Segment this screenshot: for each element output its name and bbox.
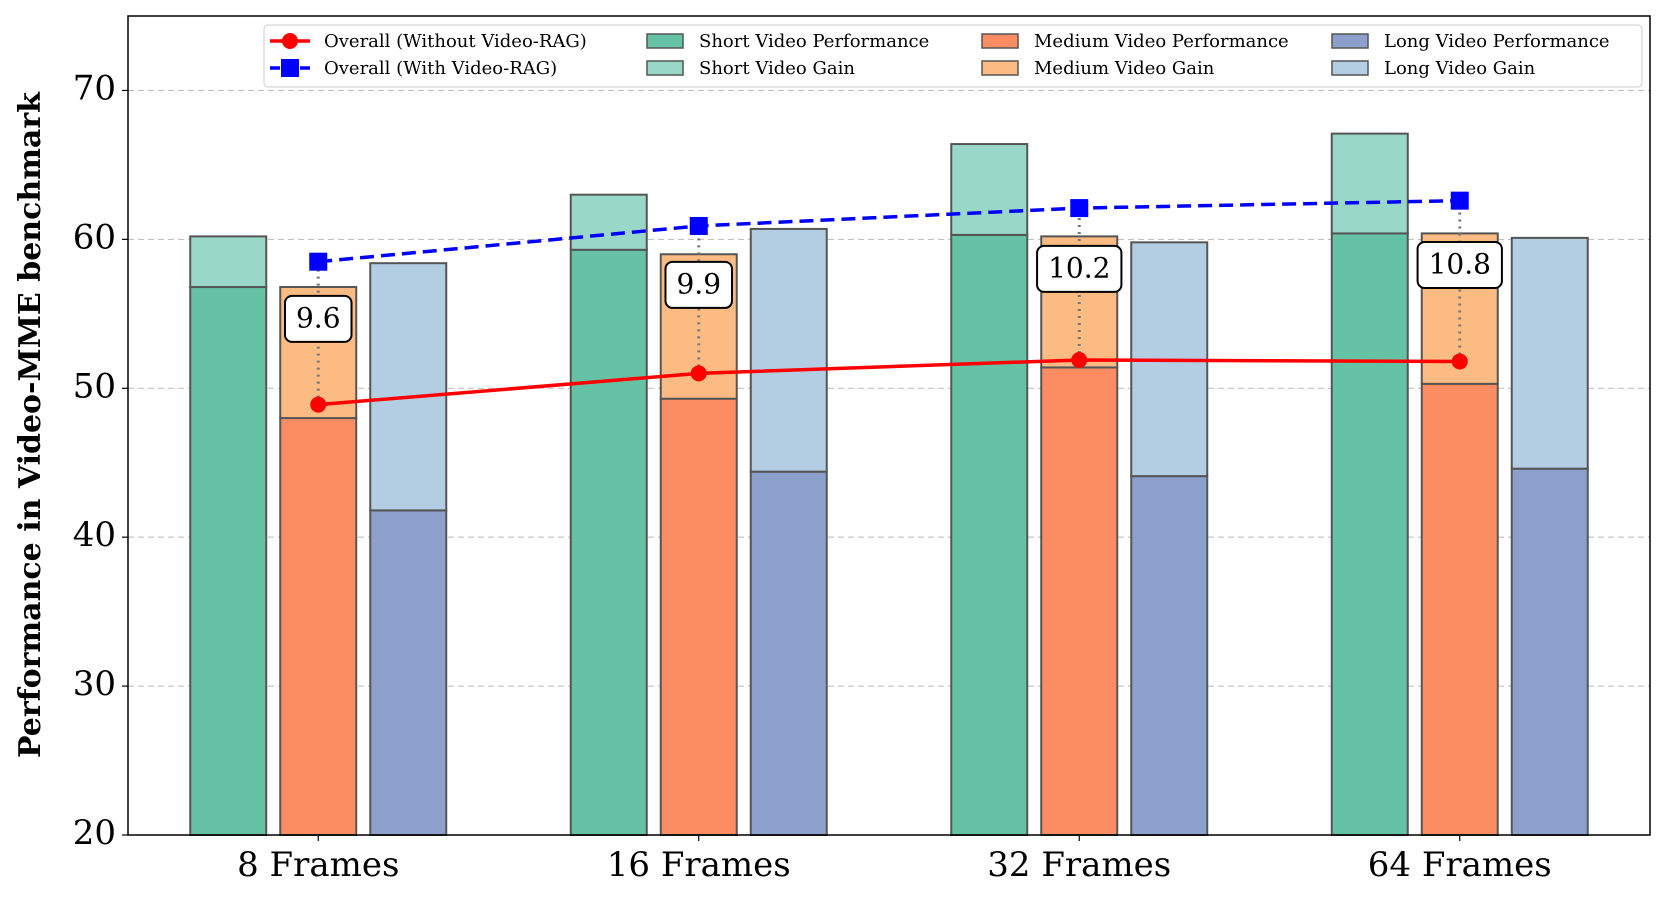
marker [1450, 191, 1469, 210]
gain-bar [950, 143, 1029, 236]
gain-label: 9.9 [676, 267, 721, 300]
x-tick-label: 8 Frames [237, 845, 399, 885]
marker [690, 365, 707, 382]
bar [189, 286, 268, 837]
legend-label: Medium Video Performance [1034, 31, 1289, 52]
gain-bar [1510, 236, 1589, 470]
y-tick-label: 20 [73, 813, 116, 853]
gain-annotation: 9.6 [283, 294, 353, 343]
legend-box [263, 24, 1643, 88]
gain-label-box [664, 260, 734, 309]
marker [310, 396, 327, 413]
plot-frame [127, 15, 1651, 836]
y-axis-label: Performance in Video-MME benchmark [13, 91, 48, 758]
gain-bar [1330, 132, 1409, 235]
bar [659, 397, 738, 836]
line [318, 358, 1460, 407]
bar [569, 248, 648, 836]
y-tick-label: 50 [73, 366, 116, 406]
gain-label-box [1416, 240, 1503, 289]
legend-label: Long Video Gain [1384, 58, 1536, 79]
gain-annotation: 9.9 [664, 260, 734, 309]
bar [1130, 475, 1209, 836]
y-tick-label: 60 [73, 217, 116, 257]
legend-swatch [1331, 33, 1369, 49]
bar [1510, 467, 1589, 836]
legend-label: Medium Video Gain [1034, 58, 1215, 79]
x-tick-label: 64 Frames [1368, 845, 1552, 885]
marker [1071, 351, 1088, 368]
marker [1451, 353, 1468, 370]
gain-label: 9.6 [296, 301, 341, 334]
legend-label: Long Video Performance [1384, 31, 1610, 52]
gain-bar [189, 235, 268, 289]
legend-label: Overall (With Video-RAG) [324, 58, 557, 79]
gain-bar [569, 193, 648, 251]
bar [1040, 366, 1119, 836]
gain-annotation: 10.8 [1416, 240, 1503, 289]
gain-label: 10.2 [1048, 251, 1110, 284]
legend-marker [281, 59, 299, 77]
legend-label: Short Video Performance [699, 31, 929, 52]
bar [369, 509, 448, 836]
bar [1330, 232, 1409, 836]
marker [1070, 199, 1089, 218]
gain-annotation: 10.2 [1036, 244, 1123, 293]
y-tick-label: 40 [73, 515, 116, 555]
legend-swatch [981, 60, 1019, 76]
x-tick-label: 16 Frames [607, 845, 791, 885]
marker [309, 252, 328, 271]
x-tick-label: 32 Frames [987, 845, 1171, 885]
legend-label: Overall (Without Video-RAG) [324, 31, 587, 52]
legend-marker [282, 33, 298, 49]
bar [279, 417, 358, 836]
legend-swatch [646, 33, 684, 49]
line [318, 198, 1460, 264]
marker [689, 216, 708, 235]
gain-bar [369, 262, 448, 512]
bar [950, 233, 1029, 836]
gain-label: 10.8 [1429, 247, 1491, 280]
legend-swatch [981, 33, 1019, 49]
legend-swatch [646, 60, 684, 76]
legend-swatch [1331, 60, 1369, 76]
bar [749, 470, 828, 836]
legend-label: Short Video Gain [699, 58, 855, 79]
gain-bar [749, 227, 828, 473]
y-tick-label: 70 [73, 68, 116, 108]
gain-label-box [1036, 244, 1123, 293]
legend: Overall (Without Video-RAG) Overall (With… [263, 24, 1643, 88]
y-tick-label: 30 [73, 664, 116, 704]
gain-label-box [283, 294, 353, 343]
bar [1420, 382, 1499, 836]
